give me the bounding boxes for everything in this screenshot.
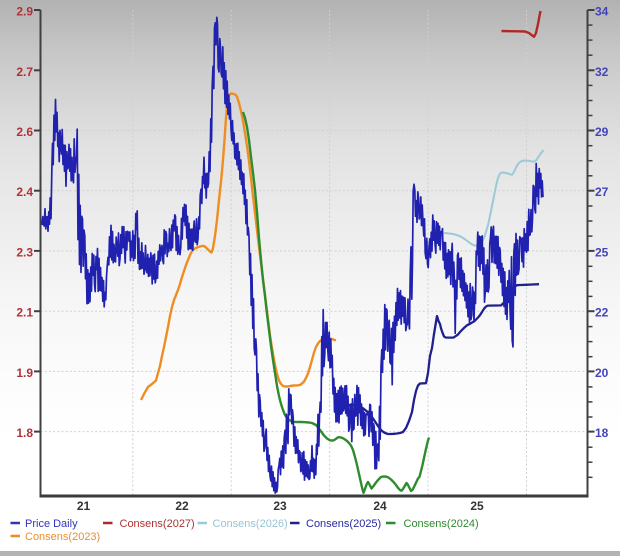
svg-text:18: 18 (595, 426, 609, 440)
svg-text:23: 23 (273, 499, 287, 513)
svg-text:22: 22 (595, 306, 609, 320)
svg-text:Consens(2027): Consens(2027) (120, 518, 195, 530)
svg-text:2.9: 2.9 (16, 5, 33, 19)
svg-text:24: 24 (373, 499, 387, 513)
svg-text:2.4: 2.4 (16, 185, 33, 199)
svg-text:1.9: 1.9 (16, 366, 33, 380)
svg-text:25: 25 (595, 245, 609, 259)
svg-text:20: 20 (595, 366, 609, 380)
svg-text:25: 25 (470, 499, 484, 513)
svg-text:27: 27 (595, 185, 609, 199)
svg-text:Consens(2024): Consens(2024) (404, 518, 479, 530)
svg-text:Consens(2026): Consens(2026) (213, 518, 288, 530)
svg-text:29: 29 (595, 125, 609, 139)
svg-text:22: 22 (175, 499, 189, 513)
svg-text:2.3: 2.3 (16, 245, 33, 259)
svg-text:2.6: 2.6 (16, 125, 33, 139)
svg-text:32: 32 (595, 65, 609, 79)
svg-text:Consens(2023): Consens(2023) (25, 531, 100, 543)
svg-text:1.8: 1.8 (16, 426, 33, 440)
svg-text:2.7: 2.7 (16, 65, 33, 79)
svg-text:Consens(2025): Consens(2025) (306, 518, 381, 530)
svg-text:2.1: 2.1 (16, 306, 33, 320)
svg-text:34: 34 (595, 5, 609, 19)
svg-text:21: 21 (77, 499, 91, 513)
svg-text:Price Daily: Price Daily (25, 518, 78, 530)
